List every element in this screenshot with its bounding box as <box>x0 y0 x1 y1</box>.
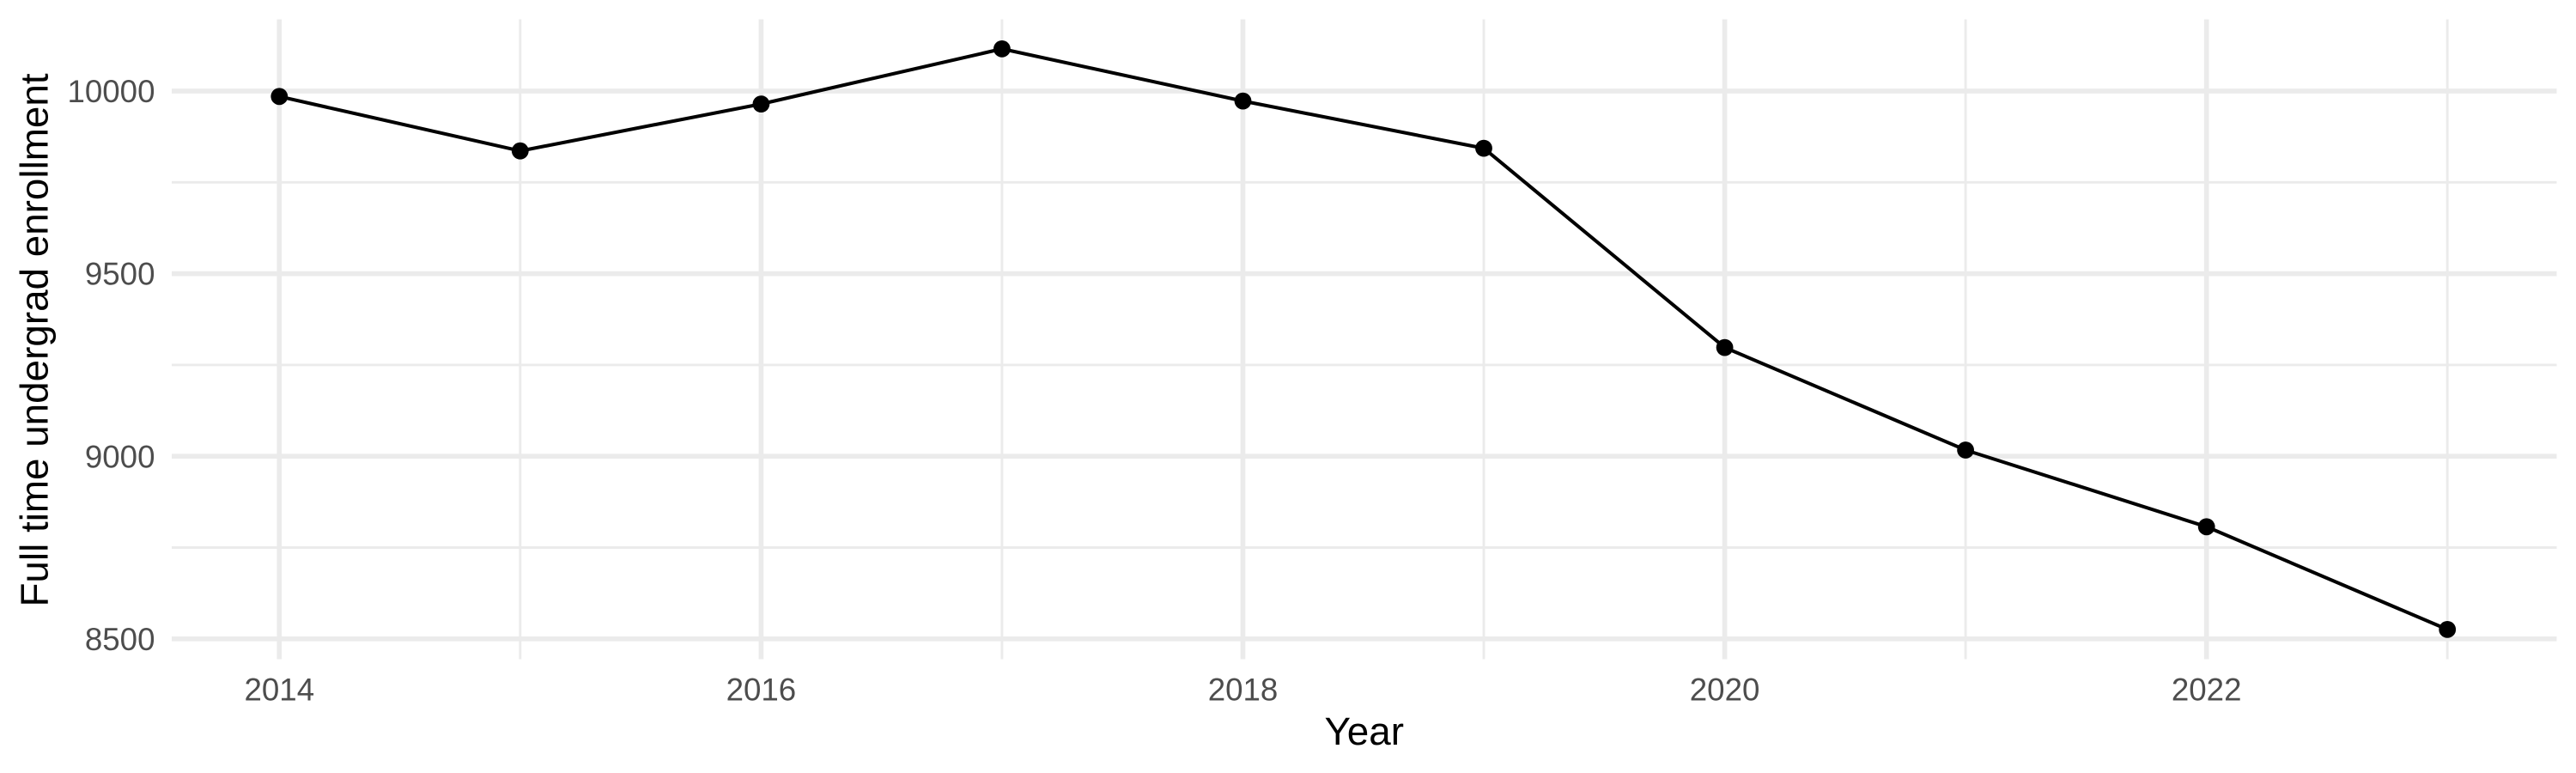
svg-text:8500: 8500 <box>85 622 155 657</box>
svg-text:9500: 9500 <box>85 257 155 292</box>
svg-text:2018: 2018 <box>1208 672 1279 707</box>
svg-text:Full time undergrad enrollment: Full time undergrad enrollment <box>13 73 57 606</box>
svg-text:2016: 2016 <box>726 672 797 707</box>
svg-text:10000: 10000 <box>67 74 155 109</box>
svg-text:9000: 9000 <box>85 439 155 474</box>
svg-text:2022: 2022 <box>2172 672 2242 707</box>
svg-text:2014: 2014 <box>244 672 314 707</box>
svg-text:Year: Year <box>1324 709 1404 753</box>
svg-text:2020: 2020 <box>1690 672 1760 707</box>
